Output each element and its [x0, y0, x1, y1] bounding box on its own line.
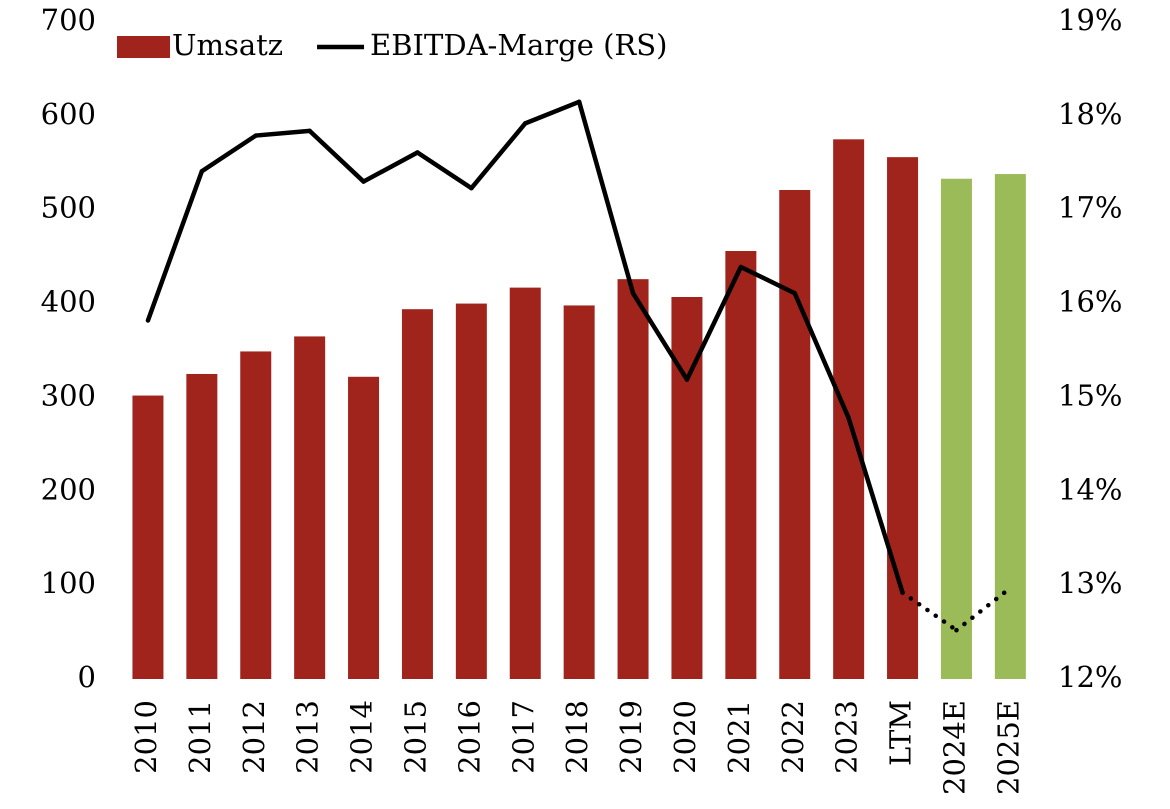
x-tick-label: 2017	[506, 700, 540, 774]
x-tick-label: 2012	[237, 700, 271, 774]
y-tick-label: 500	[41, 191, 96, 225]
x-tick-label: 2024E	[937, 700, 971, 795]
y2-tick-label: 14%	[1058, 472, 1122, 506]
x-tick-label: 2021	[722, 700, 756, 774]
y-tick-label: 200	[41, 472, 96, 506]
bar	[132, 395, 164, 679]
x-tick-label: 2015	[398, 700, 432, 774]
x-tick-label: 2013	[291, 700, 325, 774]
line-segment	[792, 290, 851, 421]
legend-label: EBITDA-Marge (RS)	[370, 28, 667, 62]
y-tick-label: 0	[78, 660, 96, 694]
line-segment	[523, 99, 582, 126]
line-segment	[199, 133, 258, 174]
y2-tick-label: 12%	[1058, 660, 1122, 694]
y2-tick-label: 13%	[1058, 566, 1122, 600]
line-segment	[415, 150, 474, 191]
bar	[725, 251, 757, 680]
x-tick-label: 2014	[345, 700, 379, 774]
line-segment	[630, 290, 690, 382]
bar	[348, 376, 380, 679]
y2-tick-label: 17%	[1058, 191, 1122, 225]
x-tick-label: 2011	[183, 700, 217, 774]
x-tick-label: 2020	[668, 700, 702, 774]
line-segment	[307, 128, 366, 184]
y-tick-label: 700	[41, 3, 96, 37]
x-tick-label: 2016	[452, 700, 486, 774]
bar	[455, 303, 487, 679]
x-tick-label: 2022	[776, 700, 810, 774]
line-segment	[900, 590, 959, 633]
legend-label: Umsatz	[172, 28, 283, 62]
x-tick-label: 2019	[614, 700, 648, 774]
y-tick-label: 400	[41, 285, 96, 319]
bar	[617, 279, 649, 679]
bar	[940, 178, 972, 679]
line-segment	[846, 415, 905, 595]
bar	[240, 351, 272, 679]
bar	[833, 139, 865, 680]
y-tick-label: 100	[41, 566, 96, 600]
bar	[294, 336, 326, 679]
line-segment	[954, 585, 1013, 633]
y-tick-label: 600	[41, 97, 96, 131]
bar	[779, 190, 811, 680]
line-segment	[684, 264, 744, 382]
line-segment	[469, 121, 528, 191]
bar	[186, 373, 218, 679]
bar	[994, 174, 1026, 679]
x-tick-label: 2023	[830, 700, 864, 774]
x-tick-label: LTM	[884, 700, 918, 766]
legend-swatch	[117, 36, 170, 58]
bar	[887, 157, 919, 679]
y2-tick-label: 15%	[1058, 378, 1122, 412]
y2-tick-label: 16%	[1058, 285, 1122, 319]
bar	[509, 287, 541, 679]
y2-tick-label: 19%	[1058, 3, 1122, 37]
x-tick-label: 2010	[129, 700, 163, 774]
x-tick-label: 2025E	[991, 700, 1025, 795]
line-segment	[576, 99, 636, 296]
bar	[563, 305, 595, 679]
y2-tick-label: 18%	[1058, 97, 1122, 131]
x-tick-label: 2018	[560, 700, 594, 774]
bar	[401, 309, 433, 679]
line-segment	[145, 168, 205, 323]
line-segment	[361, 150, 420, 184]
line-segment	[253, 128, 312, 138]
y-tick-label: 300	[41, 378, 96, 412]
line-segment	[738, 264, 797, 296]
